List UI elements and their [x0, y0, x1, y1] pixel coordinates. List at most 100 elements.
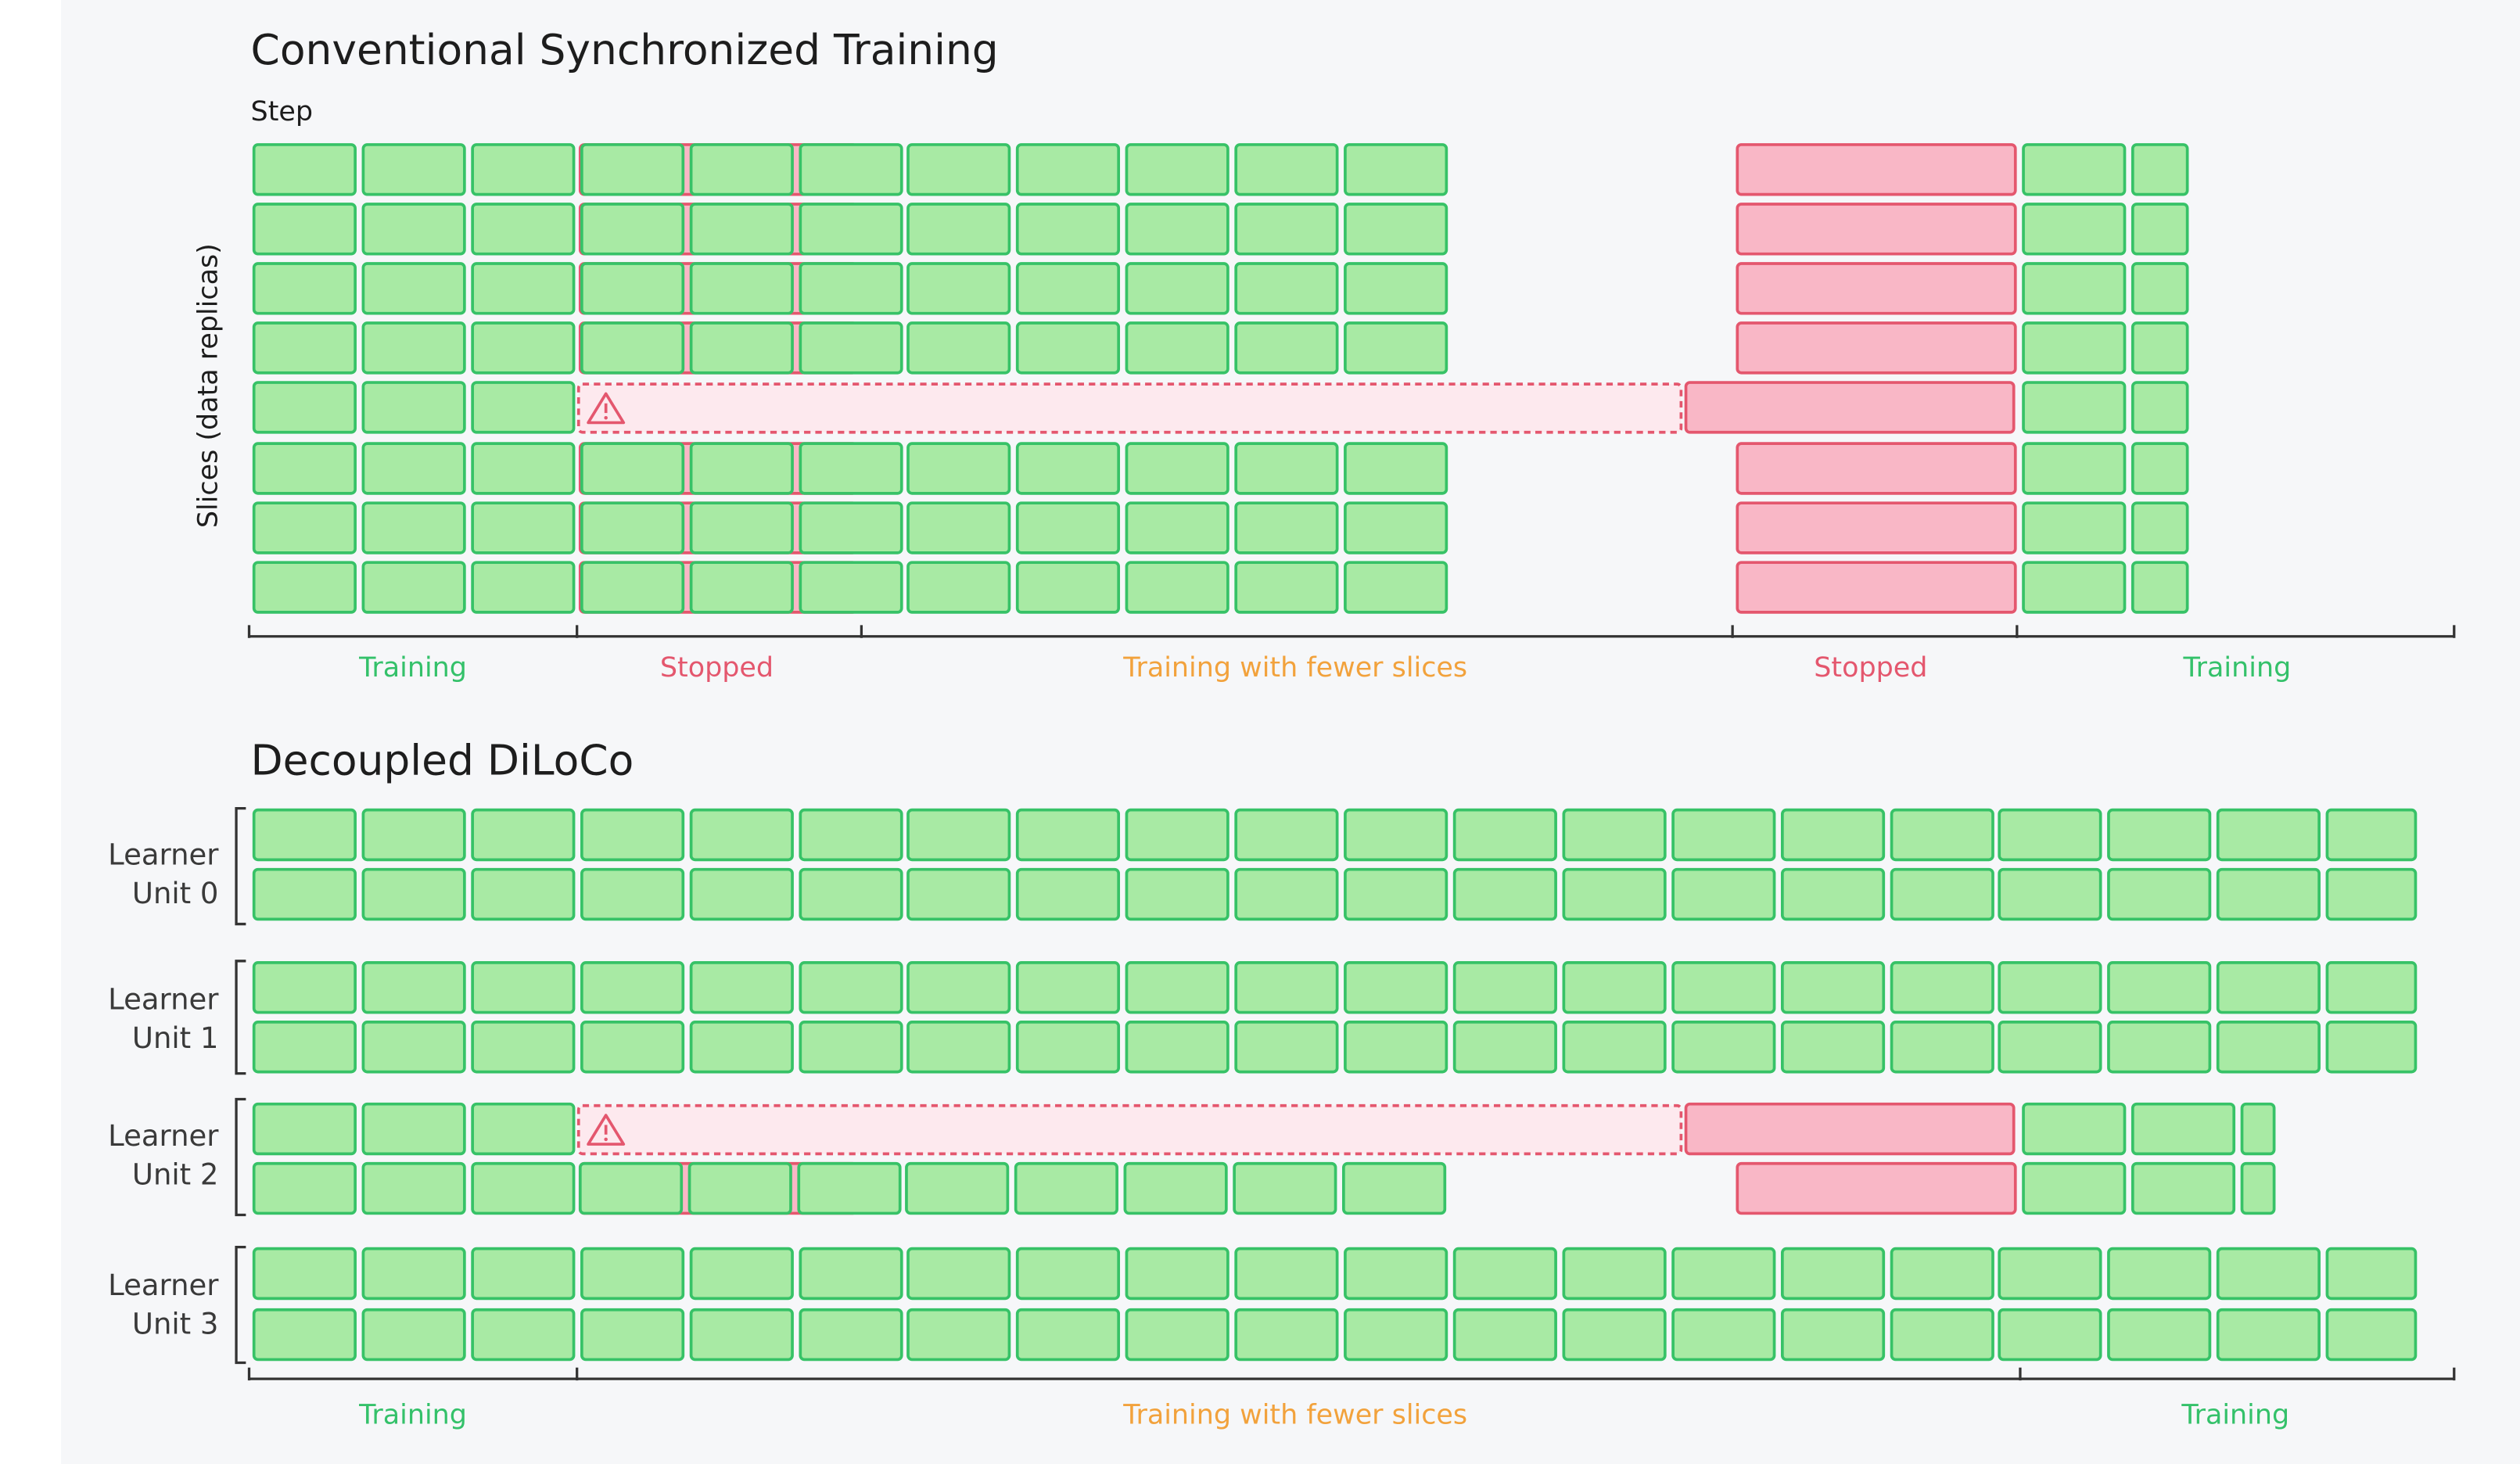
step-block-training: [689, 961, 794, 1014]
top-phase-stopped-1: Stopped: [660, 652, 774, 684]
step-block-training: [471, 1161, 576, 1215]
step-block-training: [252, 203, 357, 256]
step-block-training: [2107, 1247, 2212, 1301]
bottom-grid: [252, 808, 2418, 1362]
warning-triangle-icon: [587, 392, 626, 425]
step-block-training: [2022, 1102, 2127, 1156]
step-block-training: [2131, 1161, 2236, 1215]
step-block-training: [471, 203, 576, 256]
step-block-training: [1344, 1021, 1448, 1074]
step-block-training: [361, 1247, 466, 1301]
step-block-stopped: [1736, 1161, 2017, 1215]
learner-unit-0-line1: Learner: [108, 838, 219, 872]
step-block-training: [580, 1247, 685, 1301]
bottom-phase-axis: [247, 1367, 2456, 1381]
step-block-training: [580, 321, 685, 375]
step-block-training: [2022, 561, 2127, 614]
step-block-training: [1233, 1161, 1337, 1215]
step-block-training: [1015, 1308, 1121, 1362]
step-block-training: [361, 961, 466, 1014]
step-block-training: [2325, 1247, 2418, 1301]
step-block-training: [1344, 203, 1448, 256]
step-block-training: [689, 808, 794, 862]
step-block-training: [471, 867, 576, 921]
step-block-training: [2107, 1021, 2212, 1074]
step-block-training: [252, 961, 357, 1014]
step-block-training: [1015, 1021, 1121, 1074]
step-block-training: [689, 203, 794, 256]
step-block-training: [2325, 1308, 2418, 1362]
step-block-training: [1234, 203, 1339, 256]
step-block-training: [1562, 1021, 1667, 1074]
step-block-training: [1562, 1308, 1667, 1362]
step-block-training: [1234, 1308, 1339, 1362]
learner-unit-0-line2: Unit 0: [132, 877, 219, 910]
step-block-training: [252, 867, 357, 921]
step-block-training: [1125, 961, 1229, 1014]
step-block-training: [1125, 501, 1229, 554]
step-block-training: [799, 1247, 903, 1301]
bottom-title: Decoupled DiLoCo: [251, 735, 634, 784]
step-block-training: [2131, 262, 2189, 315]
step-block-training: [2131, 143, 2189, 196]
step-block-training: [797, 1161, 902, 1215]
step-block-training: [799, 203, 903, 256]
step-block-training: [1125, 1021, 1229, 1074]
learner-unit-2-line1: Learner: [108, 1119, 219, 1153]
step-block-training: [1452, 1021, 1557, 1074]
step-block-training: [2107, 1308, 2212, 1362]
top-title: Conventional Synchronized Training: [251, 25, 999, 74]
step-block-training: [2022, 321, 2127, 375]
step-block-training: [1234, 262, 1339, 315]
step-block-training: [799, 808, 903, 862]
learner-unit-brackets: [235, 806, 246, 1365]
step-block-training: [799, 501, 903, 554]
step-block-training: [906, 808, 1011, 862]
step-block-training: [2131, 442, 2189, 495]
step-block-training: [1998, 1021, 2102, 1074]
step-block-training: [905, 1161, 1010, 1215]
step-block-training: [2216, 1308, 2321, 1362]
step-block-training: [2131, 501, 2189, 554]
step-block-training: [580, 561, 685, 614]
step-block-training: [1015, 867, 1121, 921]
learner-unit-3-line2: Unit 3: [132, 1308, 219, 1341]
top-phase-training-start: Training: [358, 652, 467, 684]
step-block-training: [252, 321, 357, 375]
step-block-training: [906, 1247, 1011, 1301]
step-block-training: [1234, 961, 1339, 1014]
step-block-training: [689, 262, 794, 315]
step-block-training: [471, 262, 576, 315]
step-block-training: [2240, 1161, 2276, 1215]
step-block-training: [799, 143, 903, 196]
step-block-training: [1125, 808, 1229, 862]
step-block-training: [471, 143, 576, 196]
step-block-training: [471, 501, 576, 554]
step-block-training: [1015, 262, 1121, 315]
step-block-training: [2131, 1102, 2236, 1156]
step-block-training: [2022, 1161, 2127, 1215]
step-block-training: [2216, 808, 2321, 862]
step-block-stopped: [1736, 203, 2017, 256]
step-block-training: [252, 561, 357, 614]
step-block-training: [2131, 321, 2189, 375]
step-block-training: [1125, 321, 1229, 375]
step-block-training: [1344, 561, 1448, 614]
step-block-training: [906, 501, 1011, 554]
step-block-training: [1344, 1308, 1448, 1362]
step-block-training: [1998, 1247, 2102, 1301]
step-block-training: [252, 1247, 357, 1301]
step-block-training: [1344, 143, 1448, 196]
step-block-training: [799, 561, 903, 614]
step-block-training: [1344, 867, 1448, 921]
step-block-training: [252, 1021, 357, 1074]
step-block-training: [1234, 808, 1339, 862]
step-block-training: [689, 442, 794, 495]
step-block-training: [361, 1021, 466, 1074]
step-block-training: [361, 262, 466, 315]
step-block-training: [2216, 1021, 2321, 1074]
step-block-training: [1125, 561, 1229, 614]
top-phase-fewer: Training with fewer slices: [1122, 652, 1467, 684]
step-block-training: [1344, 808, 1448, 862]
